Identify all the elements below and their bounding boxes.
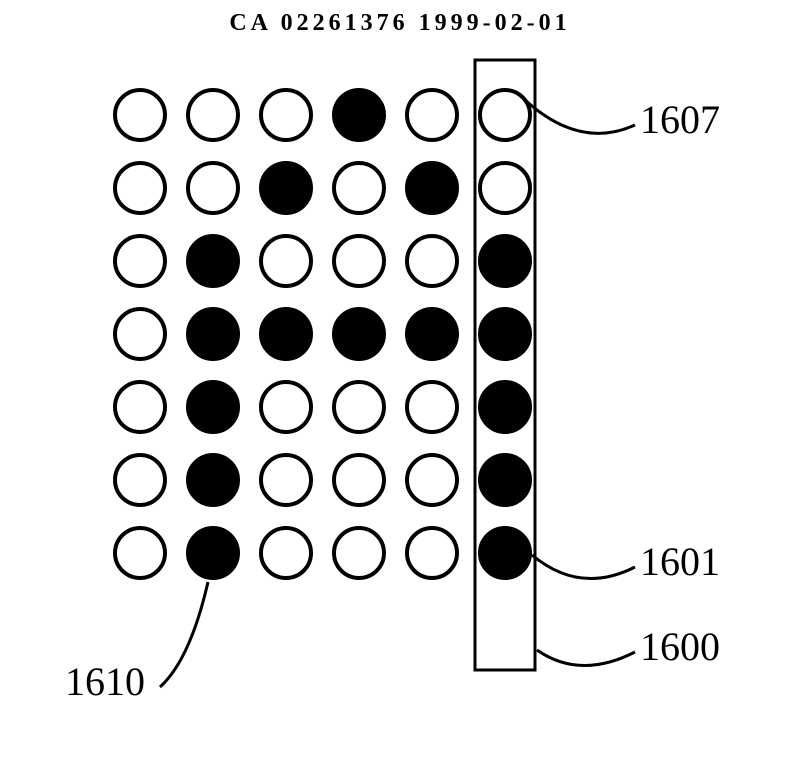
annotation-label: 1600 [640, 624, 720, 669]
figure-container: CA 02261376 1999-02-01 1607160116001610 [0, 0, 800, 768]
annotation-label: 1601 [640, 539, 720, 584]
annotation-label: 1610 [65, 659, 145, 704]
diagram-svg: 1607 1601 1600 1610 [0, 0, 800, 768]
annotation-label: 1607 [640, 97, 720, 142]
